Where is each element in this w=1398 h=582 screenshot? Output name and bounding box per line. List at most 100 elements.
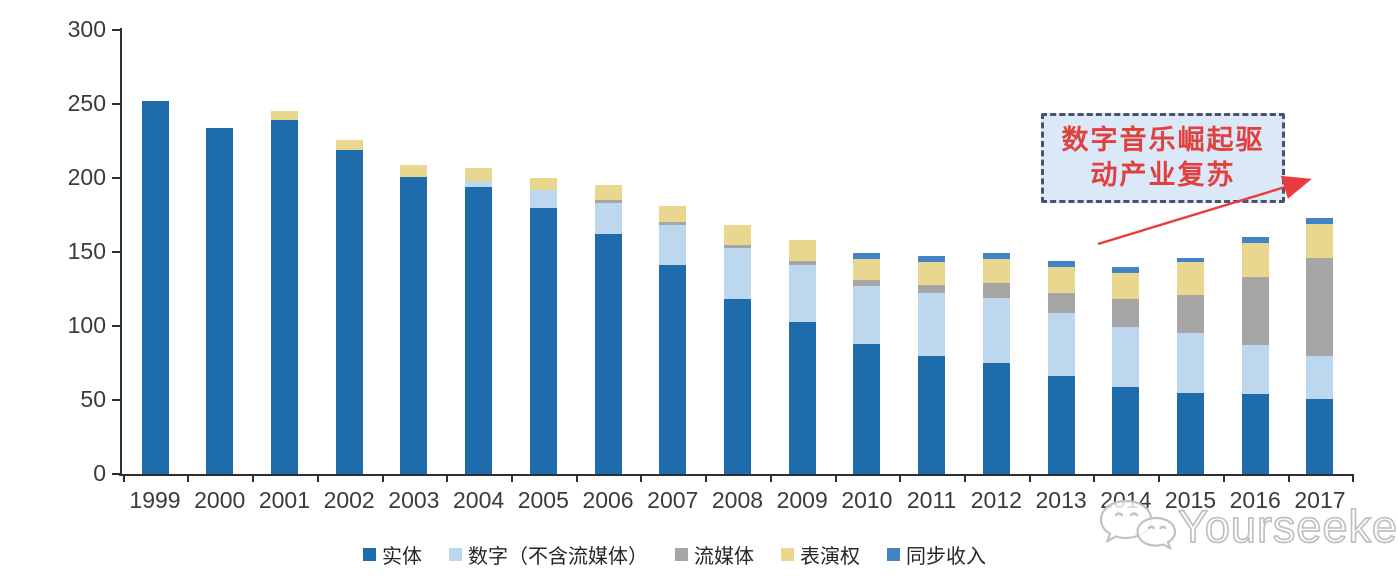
y-tick-label: 150 xyxy=(67,238,106,264)
bar-segment xyxy=(270,111,298,121)
bar-segment xyxy=(788,240,816,261)
x-axis-label: 1999 xyxy=(129,487,181,513)
x-axis-label: 2017 xyxy=(1294,487,1346,513)
x-axis-label: 2012 xyxy=(970,487,1022,513)
bar-2017 xyxy=(1306,0,1334,474)
x-tick xyxy=(122,474,125,482)
bar-2012 xyxy=(982,0,1010,474)
bar-2010 xyxy=(853,0,881,474)
x-tick xyxy=(446,474,449,482)
x-tick xyxy=(316,474,319,482)
bar-segment xyxy=(853,280,881,287)
bar-segment xyxy=(1112,266,1140,273)
legend-item: 流媒体 xyxy=(675,540,754,569)
x-axis-label: 2009 xyxy=(776,487,828,513)
x-axis-label: 2003 xyxy=(388,487,440,513)
x-tick xyxy=(640,474,643,482)
x-tick xyxy=(769,474,772,482)
x-axis-line xyxy=(119,474,1354,476)
bar-segment xyxy=(1306,398,1334,474)
annotation-box: 数字音乐崛起驱 动产业复苏 xyxy=(1041,113,1285,203)
bar-segment xyxy=(982,363,1010,474)
bar-segment xyxy=(529,178,557,190)
legend: 实体 数字（不含流媒体） 流媒体 表演权 同步收入 xyxy=(363,540,986,569)
bar-segment xyxy=(1047,376,1075,474)
x-axis-label: 2011 xyxy=(906,487,957,513)
bar-segment xyxy=(1306,217,1334,224)
bar-segment xyxy=(723,225,751,245)
bar-segment xyxy=(1112,386,1140,474)
bar-segment xyxy=(788,260,816,266)
bar-segment xyxy=(335,139,363,150)
y-tick-label: 300 xyxy=(67,16,106,42)
bar-segment xyxy=(1177,257,1205,263)
x-tick xyxy=(1222,474,1225,482)
legend-label: 实体 xyxy=(382,546,422,568)
bar-segment xyxy=(1112,327,1140,387)
bar-segment xyxy=(982,283,1010,298)
x-axis-label: 2007 xyxy=(647,487,699,513)
y-tick xyxy=(112,251,120,253)
legend-label: 流媒体 xyxy=(694,546,754,568)
bar-segment xyxy=(1047,266,1075,294)
bar-segment xyxy=(529,189,557,208)
bar-segment xyxy=(1306,257,1334,356)
bar-segment xyxy=(853,343,881,474)
x-tick xyxy=(1028,474,1031,482)
y-tick-label: 50 xyxy=(80,386,106,412)
bar-segment xyxy=(918,293,946,356)
bar-segment xyxy=(659,225,687,266)
bar-segment xyxy=(1241,345,1269,395)
bar-2011 xyxy=(918,0,946,474)
bar-2016 xyxy=(1241,0,1269,474)
bar-segment xyxy=(1047,293,1075,313)
bar-2004 xyxy=(465,0,493,474)
bar-2008 xyxy=(723,0,751,474)
x-axis-label: 2015 xyxy=(1164,487,1217,513)
bar-segment xyxy=(1177,392,1205,474)
bar-segment xyxy=(1306,355,1334,399)
bar-segment xyxy=(788,321,816,474)
bar-segment xyxy=(1112,299,1140,328)
x-axis-label: 2001 xyxy=(258,487,311,513)
bar-segment xyxy=(335,149,363,474)
bar-2007 xyxy=(659,0,687,474)
bar-segment xyxy=(853,253,881,260)
bar-segment xyxy=(465,186,493,474)
bar-segment xyxy=(1177,262,1205,295)
bar-segment xyxy=(982,259,1010,284)
bar-2002 xyxy=(335,0,363,474)
x-axis-label: 2006 xyxy=(582,487,634,513)
bar-segment xyxy=(723,244,751,248)
legend-item: 表演权 xyxy=(781,540,860,569)
y-tick-label: 100 xyxy=(67,312,106,338)
x-tick xyxy=(187,474,190,482)
bar-segment xyxy=(1241,394,1269,474)
bar-segment xyxy=(1112,272,1140,300)
bar-segment xyxy=(1047,312,1075,377)
bar-segment xyxy=(594,185,622,201)
bar-segment xyxy=(853,259,881,281)
bar-segment xyxy=(1241,277,1269,346)
bar-segment xyxy=(594,234,622,474)
y-tick-label: 200 xyxy=(67,164,106,190)
x-axis-label: 2008 xyxy=(711,487,764,513)
x-tick xyxy=(575,474,578,482)
x-tick xyxy=(1093,474,1096,482)
y-tick xyxy=(112,325,120,327)
bar-2005 xyxy=(529,0,557,474)
watermark: Yourseeker xyxy=(1094,498,1398,556)
bar-segment xyxy=(529,207,557,474)
bar-1999 xyxy=(141,0,169,474)
bar-segment xyxy=(918,355,946,474)
bar-segment xyxy=(1241,243,1269,278)
x-tick xyxy=(834,474,837,482)
bar-segment xyxy=(400,176,428,474)
x-tick xyxy=(1352,474,1355,482)
bar-segment xyxy=(723,299,751,474)
bar-segment xyxy=(1306,223,1334,258)
x-tick xyxy=(1287,474,1290,482)
y-tick-label: 0 xyxy=(93,460,106,486)
watermark-label: Yourseeker xyxy=(1177,500,1398,553)
